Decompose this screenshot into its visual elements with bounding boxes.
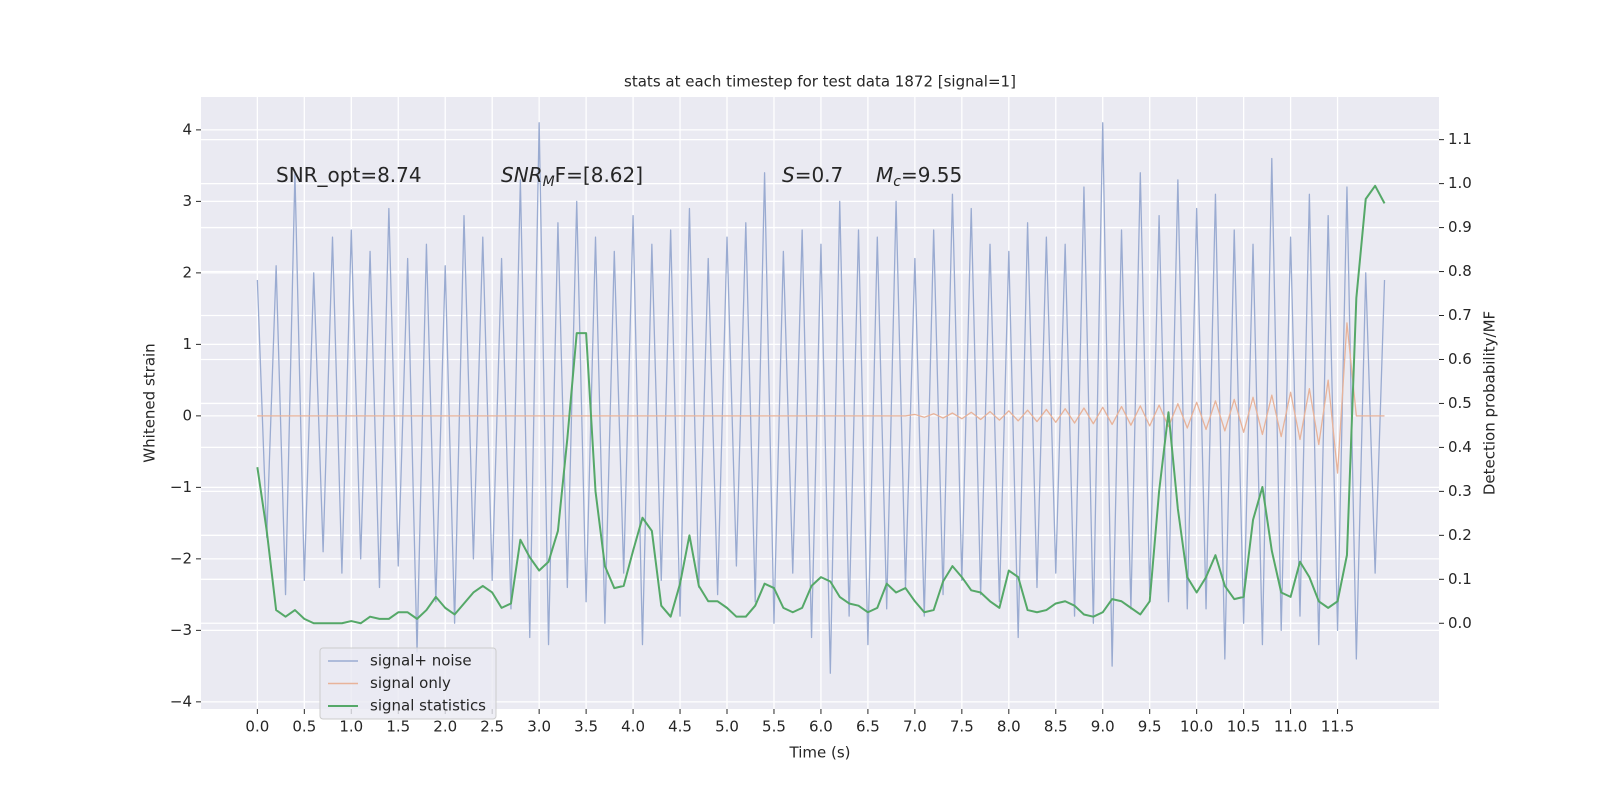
x-tick-label: 3.0 [527,718,551,736]
y-tick-label: −2 [170,549,192,567]
chart-title: stats at each timestep for test data 187… [624,73,1016,91]
x-tick-label: 9.5 [1138,718,1162,736]
annotation-part: =0.7 [795,163,844,187]
x-tick-label: 10.5 [1227,718,1260,736]
y-tick-label: 1 [182,335,192,353]
legend-label: signal statistics [370,697,486,715]
annotation: SNRMF=[8.62] [501,163,643,191]
y-tick-label: −3 [170,621,192,639]
y2-tick-label: 0.5 [1448,394,1472,412]
x-tick-label: 2.0 [433,718,457,736]
x-tick-label: 2.5 [480,718,504,736]
x-tick-label: 8.0 [997,718,1021,736]
y-axis-label: Whitened strain [141,343,159,462]
annotation-part: SNR [501,163,543,187]
y2-tick-label: 0.8 [1448,262,1472,280]
annotation-part: =9.55 [901,163,962,187]
x-tick-label: 11.5 [1321,718,1354,736]
x-tick-label: 5.0 [715,718,739,736]
annotation-sub: c [893,174,901,190]
y2-axis-label: Detection probability/MF [1481,311,1499,495]
y2-tick-label: 0.9 [1448,218,1472,236]
annotation: SNR_opt=8.74 [276,163,422,187]
y2-tick-label: 1.1 [1448,130,1472,148]
x-tick-label: 7.0 [903,718,927,736]
y2-tick-label: 1.0 [1448,174,1472,192]
y-tick-label: −4 [170,692,192,710]
y2-tick-label: 0.4 [1448,438,1472,456]
y2-tick-label: 0.0 [1448,614,1472,632]
x-tick-label: 5.5 [762,718,786,736]
annotation: Mc=9.55 [876,163,962,191]
y-tick-label: 4 [182,120,192,138]
x-tick-label: 1.0 [339,718,363,736]
x-tick-label: 10.0 [1180,718,1213,736]
annotation: S=0.7 [782,163,843,187]
x-axis-label: Time (s) [789,744,851,762]
y2-tick-label: 0.1 [1448,570,1472,588]
x-tick-label: 7.5 [950,718,974,736]
annotation-part: F=[8.62] [555,163,643,187]
x-tick-label: 1.5 [386,718,410,736]
y2-tick-label: 0.2 [1448,526,1472,544]
legend-box [319,647,497,720]
legend-label: signal only [370,674,451,692]
x-tick-label: 3.5 [574,718,598,736]
y-tick-label: 0 [182,406,192,424]
y-tick-label: −1 [170,478,192,496]
x-tick-label: 6.5 [856,718,880,736]
y2-tick-label: 0.6 [1448,350,1472,368]
series-line [256,184,1386,625]
annotation-sub: M [543,174,555,190]
x-tick-label: 0.5 [292,718,316,736]
y-tick-label: 2 [182,263,192,281]
x-tick-label: 11.0 [1274,718,1307,736]
y2-tick-label: 0.7 [1448,306,1472,324]
x-tick-label: 9.0 [1091,718,1115,736]
x-tick-label: 8.5 [1044,718,1068,736]
x-tick-label: 6.0 [809,718,833,736]
y2-tick-label: 0.3 [1448,482,1472,500]
series-line [257,322,1385,474]
annotation-part: SNR_opt=8.74 [276,163,422,187]
x-tick-label: 4.0 [621,718,645,736]
annotation-part: S [782,163,795,187]
x-tick-label: 0.0 [245,718,269,736]
y-tick-label: 3 [182,192,192,210]
annotation-part: M [876,163,893,187]
x-tick-label: 4.5 [668,718,692,736]
series-line [256,122,1386,674]
legend-label: signal+ noise [370,652,472,670]
